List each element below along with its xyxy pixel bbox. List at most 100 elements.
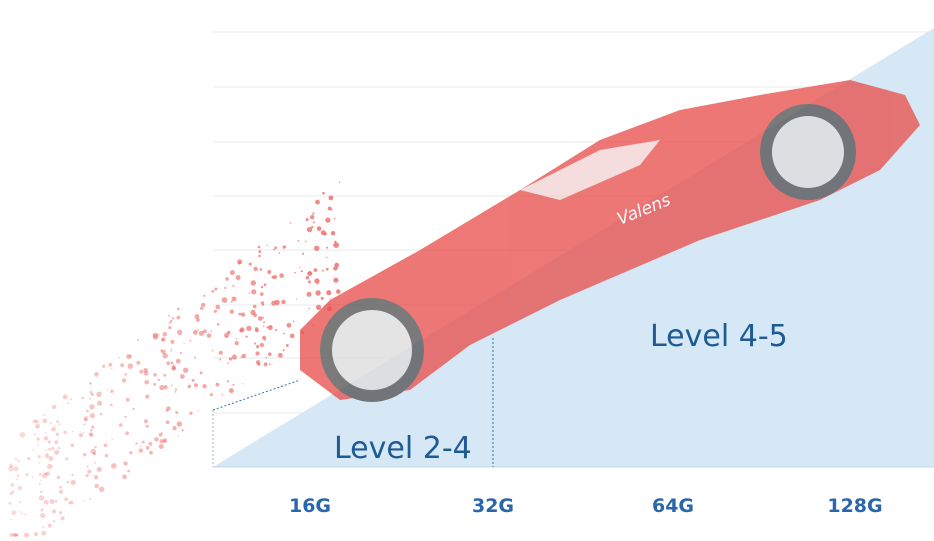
particle xyxy=(86,465,89,468)
particle xyxy=(174,391,177,393)
particle xyxy=(325,217,331,223)
particle xyxy=(258,250,262,254)
particle xyxy=(94,446,97,449)
particle xyxy=(13,533,17,537)
particle xyxy=(281,299,286,305)
particle xyxy=(104,453,109,458)
particle xyxy=(308,280,311,284)
particle xyxy=(175,358,181,364)
particle xyxy=(305,218,309,222)
particle xyxy=(334,262,340,268)
particle xyxy=(177,329,183,336)
x-label: 128G xyxy=(827,495,882,517)
particle xyxy=(326,290,332,296)
particle xyxy=(26,534,29,536)
particle xyxy=(63,430,67,434)
particle xyxy=(224,332,230,338)
particle xyxy=(262,335,267,340)
particle xyxy=(59,485,62,489)
particle xyxy=(254,342,257,345)
particle xyxy=(211,289,215,293)
particle xyxy=(51,404,57,410)
particle xyxy=(91,425,95,429)
particle xyxy=(305,276,310,280)
particle xyxy=(145,394,150,399)
particle xyxy=(118,423,123,427)
particle xyxy=(176,315,181,320)
particle xyxy=(49,499,55,505)
particle xyxy=(15,478,18,480)
particle xyxy=(312,221,315,224)
particle xyxy=(284,245,287,248)
particle xyxy=(110,389,114,393)
particle xyxy=(183,367,189,373)
particle xyxy=(163,440,166,443)
particle xyxy=(289,333,295,339)
particle xyxy=(212,349,214,352)
particle xyxy=(275,328,278,332)
particle xyxy=(128,354,132,358)
particle xyxy=(238,312,242,316)
particle xyxy=(252,304,257,309)
particle xyxy=(154,437,159,442)
particle xyxy=(66,480,70,484)
particle xyxy=(137,339,140,341)
divider xyxy=(212,379,301,411)
particle xyxy=(230,300,233,303)
particle xyxy=(320,296,324,300)
particle xyxy=(83,423,86,426)
particle xyxy=(9,463,13,468)
particle xyxy=(58,511,63,515)
particle xyxy=(14,457,18,461)
particle xyxy=(39,479,42,481)
particle xyxy=(127,469,130,473)
particle xyxy=(214,287,218,291)
particle xyxy=(165,420,170,425)
particle xyxy=(180,374,185,379)
particle xyxy=(172,364,175,367)
particle xyxy=(216,323,220,326)
particle xyxy=(152,332,158,338)
particle xyxy=(10,483,15,487)
particle xyxy=(264,339,267,341)
particle xyxy=(87,469,92,474)
particle xyxy=(42,418,48,424)
particle xyxy=(193,383,199,388)
particle xyxy=(24,513,27,516)
particle xyxy=(326,246,328,249)
particle xyxy=(148,442,153,446)
particle xyxy=(153,373,157,377)
particle xyxy=(299,266,301,269)
particle xyxy=(192,330,198,335)
particle xyxy=(336,289,341,294)
particle xyxy=(333,277,339,283)
particle xyxy=(90,448,96,455)
particle xyxy=(103,443,108,448)
particle xyxy=(302,252,305,255)
particle xyxy=(251,289,257,295)
particle xyxy=(259,342,264,348)
particle xyxy=(34,531,38,536)
particle xyxy=(124,415,127,418)
particle xyxy=(58,423,61,426)
particle xyxy=(27,456,31,461)
particle xyxy=(283,332,285,335)
particle xyxy=(60,516,65,521)
particle xyxy=(296,298,298,300)
particle xyxy=(325,256,328,259)
particle xyxy=(234,341,239,346)
particle xyxy=(85,474,89,478)
particle xyxy=(316,304,322,310)
particle xyxy=(96,400,103,406)
particle xyxy=(258,316,263,321)
particle xyxy=(297,240,300,242)
particle xyxy=(175,411,179,414)
particle xyxy=(10,490,15,495)
particle xyxy=(145,445,150,450)
particle xyxy=(13,532,18,538)
particle xyxy=(42,473,48,479)
particle xyxy=(96,391,102,397)
particle xyxy=(197,409,199,412)
particle xyxy=(122,474,127,480)
particle xyxy=(47,523,52,528)
